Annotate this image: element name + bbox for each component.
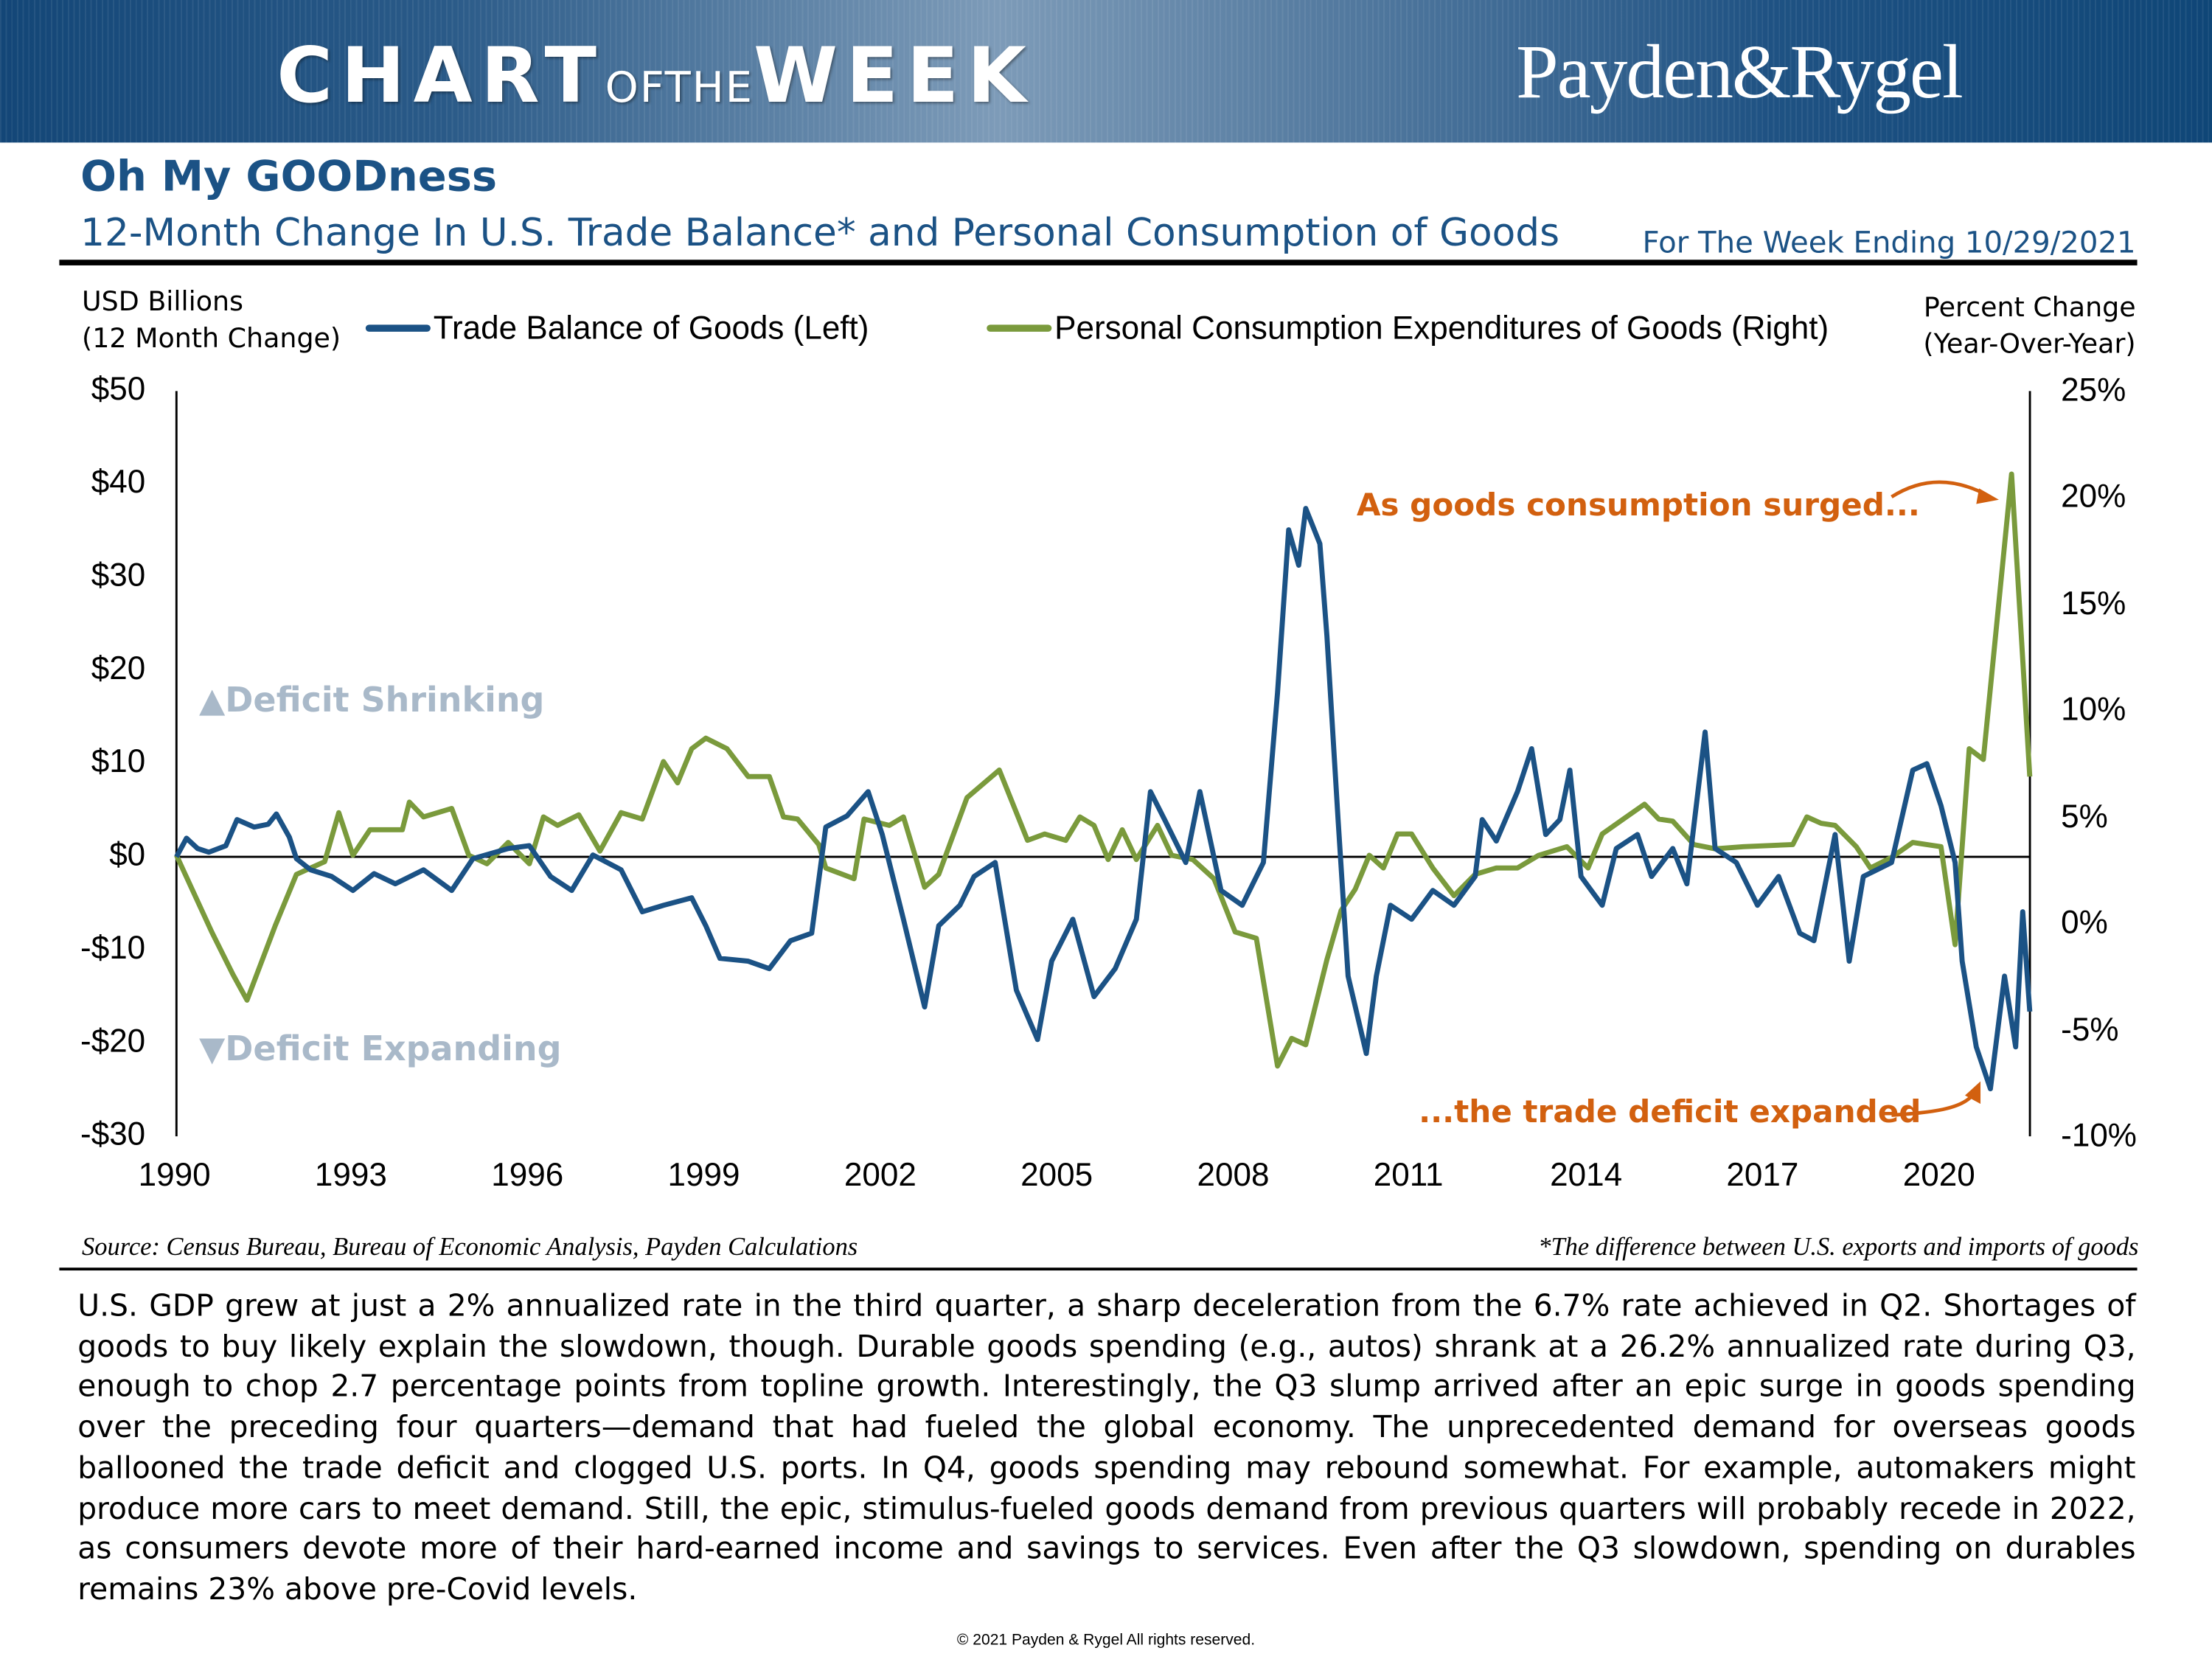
annotation-surge: As goods consumption surged... <box>1356 488 1920 524</box>
series-line-pce-goods <box>174 471 2033 1069</box>
deficit-arrow <box>1891 1093 1975 1117</box>
y-right-tick-label: 10% <box>2061 690 2126 728</box>
y-left-tick-label: $10 <box>91 742 146 779</box>
commentary-text: U.S. GDP grew at just a 2% annualized ra… <box>77 1288 2136 1608</box>
surge-arrowhead <box>1976 488 1999 504</box>
series-line-trade-balance <box>174 506 2033 1092</box>
y-right-tick-label: -10% <box>2061 1116 2137 1154</box>
y-left-tick-label: -$20 <box>80 1022 146 1059</box>
legend-item-pce-goods: Personal Consumption Expenditures of Goo… <box>987 309 1829 347</box>
x-tick-label: 2017 <box>1726 1155 1799 1193</box>
y-left-tick-label: -$10 <box>80 928 146 966</box>
right-axis-label-line1: Percent Change <box>1923 292 2136 324</box>
y-right-tick-label: 0% <box>2061 903 2108 941</box>
title-divider <box>59 260 2138 265</box>
deficit-shrinking-label: ▲Deficit Shrinking <box>198 680 545 720</box>
y-left-tick-label: $30 <box>91 556 146 594</box>
x-tick-label: 2005 <box>1020 1155 1093 1193</box>
brand-of-the: OFTHE <box>605 63 754 114</box>
left-axis-label-line1: USD Billions <box>82 286 243 318</box>
header-banner: CHARTOFTHEWEEK Payden&Rygel <box>0 0 2212 143</box>
legend-label: Personal Consumption Expenditures of Goo… <box>1054 309 1829 347</box>
x-tick-label: 2002 <box>844 1155 917 1193</box>
deficit-arrowhead <box>1964 1081 1981 1105</box>
source-note: Source: Census Bureau, Bureau of Economi… <box>82 1232 858 1261</box>
page-title: Oh My GOODness <box>80 152 498 202</box>
x-tick-label: 2008 <box>1197 1155 1270 1193</box>
x-tick-label: 2014 <box>1550 1155 1623 1193</box>
brand-chart: CHART <box>276 31 605 120</box>
x-tick-label: 2020 <box>1902 1155 1975 1193</box>
y-left-tick-label: $40 <box>91 462 146 500</box>
y-left-tick-label: $50 <box>91 369 146 407</box>
left-axis-label-line2: (12 Month Change) <box>82 323 341 355</box>
page-subtitle: 12-Month Change In U.S. Trade Balance* a… <box>80 212 1560 256</box>
legend-swatch-green <box>987 324 1052 332</box>
x-tick-label: 2011 <box>1373 1155 1444 1193</box>
x-tick-label: 1993 <box>314 1155 387 1193</box>
x-tick-label: 1999 <box>667 1155 740 1193</box>
y-left-tick-label: $0 <box>109 835 146 873</box>
y-left-tick-label: -$30 <box>80 1115 146 1152</box>
y-right-tick-label: 15% <box>2061 584 2126 622</box>
right-axis-label-line2: (Year-Over-Year) <box>1923 329 2136 361</box>
right-axis-label: Percent Change (Year-Over-Year) <box>1923 289 2135 363</box>
week-ending: For The Week Ending 10/29/2021 <box>1642 226 2136 260</box>
y-right-tick-label: 5% <box>2061 797 2108 834</box>
chart-of-the-week-brand: CHARTOFTHEWEEK <box>276 31 1034 120</box>
x-tick-label: 1990 <box>138 1155 211 1193</box>
footnote: *The difference between U.S. exports and… <box>1538 1232 2139 1261</box>
left-axis-label: USD Billions (12 Month Change) <box>82 284 341 358</box>
copyright: © 2021 Payden & Rygel All rights reserve… <box>956 1632 1256 1649</box>
y-right-tick-label: -5% <box>2061 1009 2119 1047</box>
x-tick-label: 1996 <box>491 1155 564 1193</box>
y-left-tick-label: $20 <box>91 649 146 686</box>
deficit-expanding-label: ▼Deficit Expanding <box>198 1029 562 1069</box>
brand-week: WEEK <box>753 31 1035 120</box>
legend-swatch-blue <box>365 324 431 332</box>
annotation-deficit: ...the trade deficit expanded <box>1419 1095 1921 1131</box>
legend-label: Trade Balance of Goods (Left) <box>433 309 869 347</box>
payden-rygel-logo: Payden&Rygel <box>1516 29 1964 115</box>
source-divider <box>59 1267 2138 1271</box>
surge-arrow <box>1891 480 1992 498</box>
legend-item-trade-balance: Trade Balance of Goods (Left) <box>365 309 869 347</box>
y-right-tick-label: 25% <box>2061 371 2126 408</box>
y-right-tick-label: 20% <box>2061 477 2126 515</box>
